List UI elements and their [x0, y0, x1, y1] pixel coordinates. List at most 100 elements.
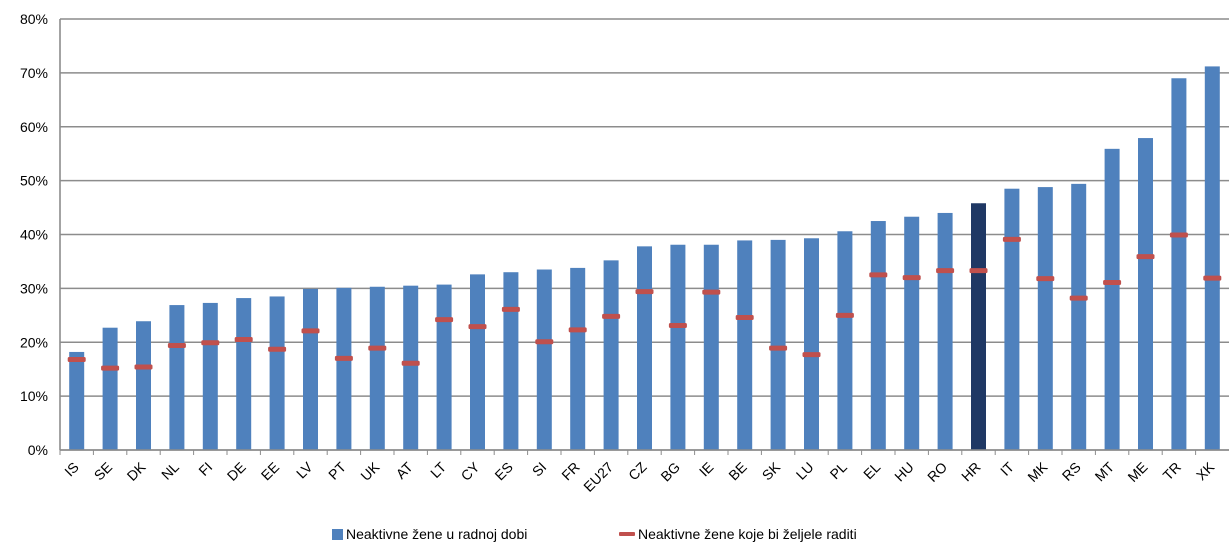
x-tick-label: IT: [997, 458, 1017, 478]
marker: [1036, 276, 1055, 282]
bar: [770, 239, 786, 450]
x-tick-label: SI: [529, 459, 550, 480]
bar: [703, 244, 719, 450]
marker: [1169, 232, 1188, 238]
marker: [602, 313, 621, 319]
y-tick-label: 60%: [20, 119, 48, 135]
marker: [802, 352, 821, 358]
x-tick-label: LT: [427, 459, 449, 481]
x-tick-label: BE: [725, 459, 750, 484]
x-tick-label: RS: [1059, 459, 1084, 484]
legend-marker-swatch: [619, 532, 635, 536]
x-tick-label: EU27: [580, 459, 616, 495]
bar: [971, 203, 986, 450]
bar: [937, 212, 953, 450]
bar: [202, 302, 218, 450]
legend-item-bars: Neaktivne žene u radnoj dobi: [332, 526, 527, 542]
marker: [1002, 236, 1021, 242]
legend: Neaktivne žene u radnoj dobi Neaktivne ž…: [0, 526, 1229, 548]
bar: [1104, 148, 1120, 450]
bar: [303, 288, 318, 450]
marker: [568, 327, 587, 333]
x-tick-label: UK: [357, 458, 383, 484]
marker: [368, 345, 387, 351]
bar: [436, 284, 452, 450]
bar: [804, 238, 819, 450]
bar: [737, 240, 753, 450]
marker: [936, 268, 955, 274]
x-tick-label: PT: [325, 458, 349, 482]
x-tick-label: TR: [1160, 459, 1185, 484]
bar: [169, 305, 185, 450]
bar: [1204, 66, 1220, 450]
bar: [1004, 188, 1020, 451]
x-tick-label: NL: [158, 459, 182, 483]
bar: [870, 221, 886, 450]
marker: [668, 323, 687, 329]
marker: [869, 272, 888, 278]
bar: [102, 327, 118, 450]
marker: [468, 324, 487, 330]
legend-markers-label: Neaktivne žene koje bi željele raditi: [638, 526, 857, 542]
x-tick-label: HR: [958, 459, 984, 485]
bar: [837, 231, 853, 450]
x-tick-label: PL: [827, 459, 851, 483]
marker: [702, 289, 721, 295]
marker: [635, 289, 654, 295]
marker: [1136, 254, 1155, 260]
marker: [902, 275, 921, 281]
bar: [1071, 183, 1087, 451]
x-tick-label: MT: [1092, 458, 1118, 484]
x-tick-label: FR: [558, 459, 583, 484]
bar: [904, 216, 920, 450]
bar: [603, 260, 619, 450]
x-tick-label: DE: [224, 459, 249, 484]
marker: [769, 345, 788, 351]
x-tick-label: CZ: [625, 458, 650, 483]
bar: [570, 267, 586, 450]
bar: [236, 298, 252, 450]
x-tick-label: ME: [1124, 459, 1150, 485]
y-tick-label: 80%: [20, 11, 48, 27]
x-tick-label: LU: [793, 459, 817, 483]
x-tick-label: MK: [1024, 458, 1051, 485]
x-tick-label: DK: [124, 458, 150, 484]
y-tick-label: 10%: [20, 388, 48, 404]
marker: [735, 314, 754, 320]
x-tick-label: SE: [91, 459, 116, 484]
legend-item-markers: Neaktivne žene koje bi željele raditi: [619, 526, 857, 542]
marker: [201, 340, 220, 346]
bar: [403, 285, 419, 450]
x-tick-label: EE: [258, 459, 283, 484]
marker: [134, 364, 153, 370]
marker: [67, 356, 86, 362]
x-tick-label: SK: [759, 458, 784, 483]
bar: [336, 287, 352, 450]
bar: [503, 272, 519, 450]
y-tick-label: 40%: [20, 227, 48, 243]
x-tick-label: IS: [61, 459, 82, 480]
x-tick-label: XK: [1193, 458, 1218, 483]
bar: [369, 286, 385, 450]
marker: [435, 317, 454, 323]
marker: [401, 360, 420, 366]
marker: [234, 337, 253, 343]
marker: [1069, 295, 1088, 301]
marker: [501, 306, 520, 312]
x-tick-label: ES: [491, 459, 516, 484]
y-tick-label: 70%: [20, 65, 48, 81]
x-tick-label: RO: [924, 459, 950, 485]
x-tick-label: HU: [891, 459, 917, 485]
bar: [136, 321, 151, 450]
x-tick-label: EL: [860, 459, 884, 483]
bar: [536, 269, 552, 450]
bar: [470, 274, 485, 450]
bar: [1171, 78, 1187, 450]
x-tick-label: FI: [195, 459, 215, 479]
legend-bar-swatch: [332, 528, 343, 540]
y-tick-label: 20%: [20, 334, 48, 350]
marker: [268, 346, 287, 352]
marker: [334, 355, 353, 361]
bar: [637, 246, 652, 450]
